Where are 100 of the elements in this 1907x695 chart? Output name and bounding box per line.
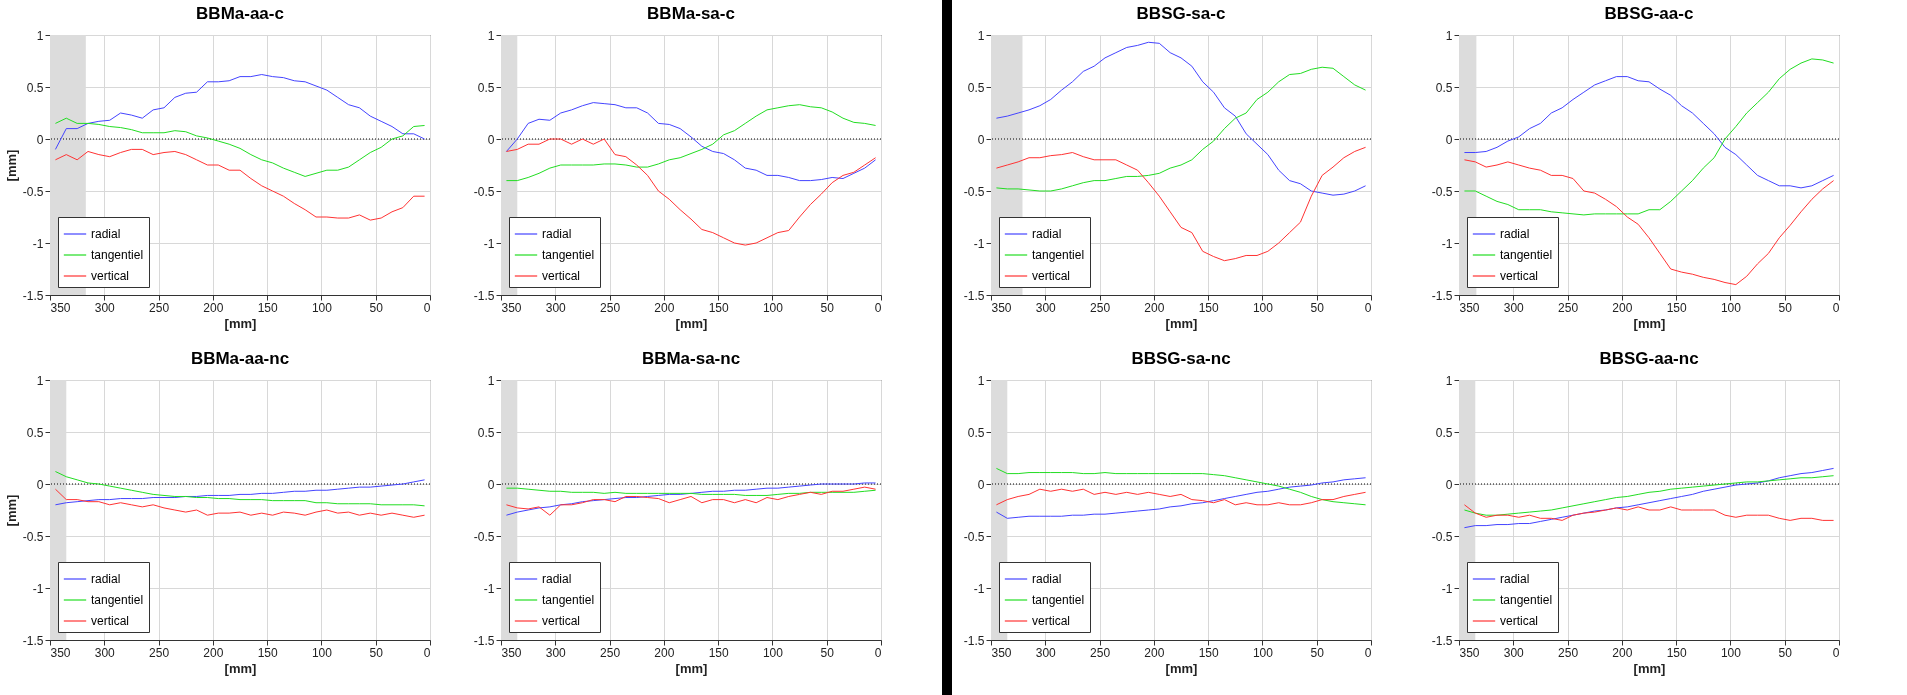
y-tick-label: 1: [487, 373, 495, 388]
legend-label: tangentiel: [1032, 248, 1085, 262]
line-series: [1463, 58, 1835, 216]
x-tick-label: 0: [874, 645, 882, 660]
y-tick-label: 1: [36, 373, 44, 388]
y-tick-label: -0.5: [22, 529, 44, 544]
y-tick-label: -0.5: [1431, 529, 1453, 544]
x-tick-label: 350: [991, 645, 1012, 660]
line-series: [1463, 504, 1835, 521]
y-tick-label: 0: [36, 477, 44, 492]
y-tick-label: -1.5: [22, 633, 44, 648]
legend-label: vertical: [91, 269, 130, 283]
x-tick-label: 250: [1090, 300, 1111, 315]
x-tick-label: 0: [423, 645, 431, 660]
legend-label: vertical: [91, 614, 130, 628]
y-tick-label: 1: [36, 28, 44, 43]
x-tick-label: 50: [1778, 645, 1793, 660]
y-tick-label: -0.5: [473, 529, 495, 544]
y-tick-label: -1: [483, 236, 495, 251]
x-axis-title: [mm]: [1633, 315, 1666, 331]
x-tick-label: 0: [1832, 645, 1840, 660]
line-series: [505, 487, 877, 496]
x-tick-label: 350: [501, 300, 522, 315]
legend-label: radial: [1032, 572, 1062, 586]
y-tick-label: -1.5: [963, 288, 985, 303]
x-tick-label: 100: [311, 300, 333, 315]
legend-label: tangentiel: [91, 248, 144, 262]
line-series: [505, 138, 877, 246]
line-series: [54, 74, 426, 150]
x-tick-label: 300: [545, 300, 567, 315]
x-tick-label: 0: [1832, 300, 1840, 315]
x-tick-label: 150: [708, 645, 729, 660]
y-tick-label: -1.5: [1431, 633, 1453, 648]
y-tick-label: 0.5: [967, 80, 985, 95]
x-tick-label: 300: [94, 645, 116, 660]
x-tick-label: 0: [874, 300, 882, 315]
x-tick-label: 200: [1144, 645, 1165, 660]
y-tick-label: 0: [977, 477, 985, 492]
x-tick-label: 50: [1310, 645, 1325, 660]
chart-title: BBSG-aa-c: [1604, 4, 1694, 23]
x-tick-label: 0: [1364, 300, 1372, 315]
x-tick-label: 100: [1720, 300, 1742, 315]
y-tick-label: -1.5: [22, 288, 44, 303]
y-tick-label: -0.5: [963, 184, 985, 199]
line-series: [995, 477, 1367, 519]
legend-label: radial: [1032, 227, 1062, 241]
y-tick-label: 1: [1445, 373, 1453, 388]
legend-label: tangentiel: [542, 248, 595, 262]
x-tick-label: 300: [1503, 645, 1525, 660]
x-axis-title: [mm]: [1165, 660, 1198, 676]
x-tick-label: 350: [50, 645, 71, 660]
x-axis-title: [mm]: [675, 315, 708, 331]
y-tick-label: 0.5: [1435, 80, 1453, 95]
x-tick-label: 50: [1310, 300, 1325, 315]
x-tick-label: 150: [708, 300, 729, 315]
x-tick-label: 100: [762, 300, 784, 315]
x-tick-label: 200: [1144, 300, 1165, 315]
x-tick-label: 100: [1252, 300, 1274, 315]
line-series: [995, 146, 1367, 262]
y-axis-title: [mm]: [3, 149, 19, 182]
line-series: [54, 479, 426, 506]
y-tick-label: -1: [973, 581, 985, 596]
y-tick-label: -1: [1441, 236, 1453, 251]
legend-label: radial: [1500, 572, 1530, 586]
y-tick-label: 0: [36, 132, 44, 147]
line-series: [995, 66, 1367, 192]
y-tick-label: -0.5: [1431, 184, 1453, 199]
line-series: [995, 41, 1367, 196]
x-axis-title: [mm]: [224, 315, 257, 331]
chart-title: BBSG-sa-c: [1136, 4, 1226, 23]
x-tick-label: 50: [1778, 300, 1793, 315]
y-tick-label: -1.5: [1431, 288, 1453, 303]
legend-label: radial: [1500, 227, 1530, 241]
x-tick-label: 350: [50, 300, 71, 315]
legend-label: vertical: [542, 269, 581, 283]
x-tick-label: 100: [311, 645, 333, 660]
y-axis-title: [mm]: [3, 494, 19, 527]
x-tick-label: 50: [369, 300, 384, 315]
x-tick-label: 150: [1198, 645, 1219, 660]
x-tick-label: 250: [600, 645, 621, 660]
x-tick-label: 250: [149, 300, 170, 315]
y-tick-label: -1: [32, 236, 44, 251]
y-tick-label: 1: [487, 28, 495, 43]
line-series: [995, 467, 1367, 506]
y-tick-label: 0: [1445, 477, 1453, 492]
legend-label: tangentiel: [1032, 593, 1085, 607]
x-tick-label: 200: [654, 300, 675, 315]
chart-title: BBMa-aa-nc: [190, 349, 290, 368]
x-tick-label: 350: [501, 645, 522, 660]
x-tick-label: 50: [369, 645, 384, 660]
x-tick-label: 100: [762, 645, 784, 660]
x-tick-label: 250: [149, 645, 170, 660]
y-tick-label: 0.5: [26, 80, 44, 95]
y-tick-label: -1.5: [473, 633, 495, 648]
x-axis-title: [mm]: [675, 660, 708, 676]
line-series: [1463, 467, 1835, 529]
legend-label: tangentiel: [91, 593, 144, 607]
line-series: [1463, 475, 1835, 516]
x-tick-label: 250: [1558, 645, 1579, 660]
y-tick-label: -0.5: [473, 184, 495, 199]
